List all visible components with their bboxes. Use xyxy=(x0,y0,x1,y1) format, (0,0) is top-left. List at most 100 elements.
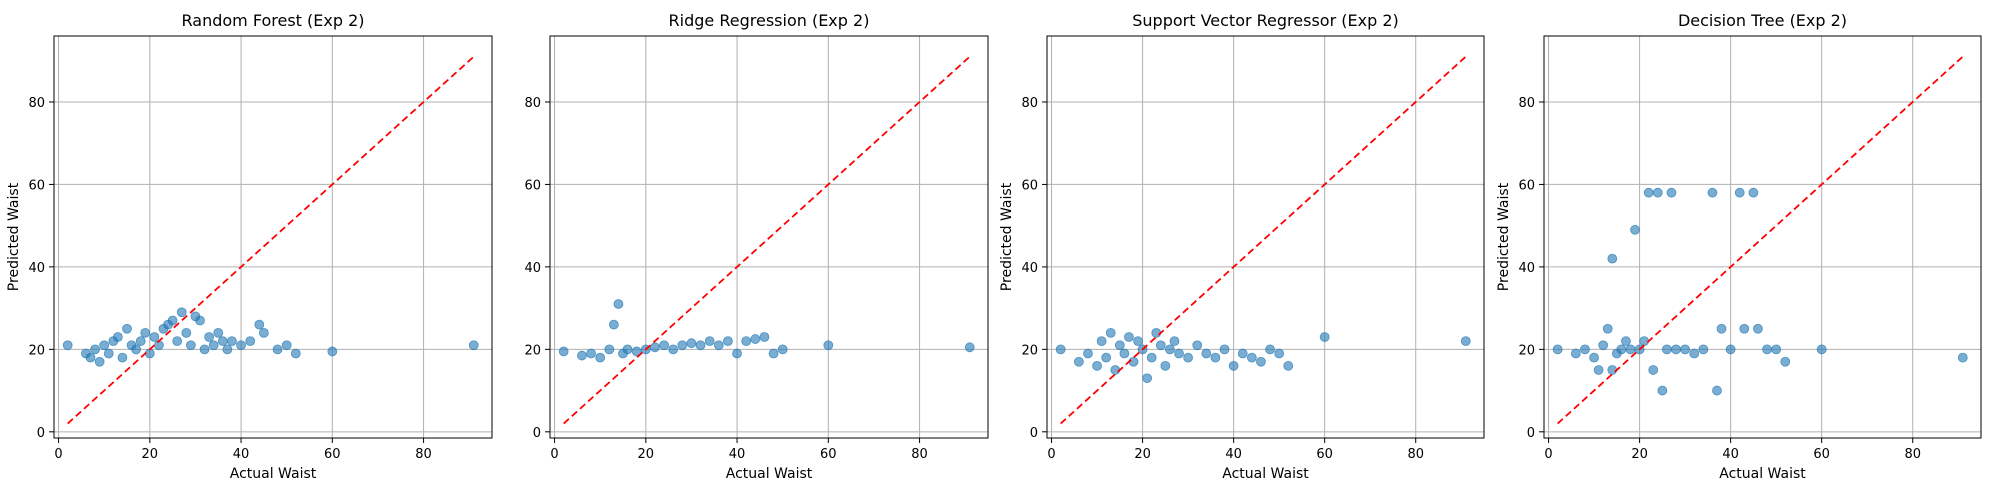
data-point xyxy=(1169,336,1180,347)
x-tick-label: 80 xyxy=(415,447,432,462)
data-point xyxy=(213,327,224,338)
x-tick-label: 40 xyxy=(1225,447,1242,462)
data-point xyxy=(90,344,100,355)
data-point xyxy=(677,340,688,351)
data-point xyxy=(1570,348,1581,359)
data-point xyxy=(1192,340,1203,351)
data-point xyxy=(1151,327,1162,338)
data-point xyxy=(1114,340,1125,351)
data-point xyxy=(290,348,301,359)
y-tick-label: 40 xyxy=(28,261,45,276)
y-tick-label: 40 xyxy=(1518,261,1535,276)
x-axis-label: Actual Waist xyxy=(1222,466,1309,482)
data-point xyxy=(468,340,479,351)
data-point xyxy=(140,327,151,338)
x-tick-label: 60 xyxy=(1316,447,1333,462)
data-point xyxy=(1319,332,1330,342)
data-point xyxy=(668,344,679,355)
data-point xyxy=(631,346,642,357)
data-point xyxy=(1146,352,1157,363)
data-point xyxy=(1621,336,1631,347)
data-point xyxy=(1580,344,1590,355)
y-tick-label: 60 xyxy=(1518,178,1535,193)
data-point xyxy=(1283,360,1294,371)
x-axis-label: Actual Waist xyxy=(1719,466,1806,482)
y-tick-label: 40 xyxy=(1021,261,1038,276)
data-point xyxy=(1073,356,1084,367)
data-point xyxy=(1780,356,1791,367)
data-point xyxy=(272,344,283,355)
data-point xyxy=(1119,348,1130,359)
y-tick-label: 60 xyxy=(524,178,541,193)
data-point xyxy=(1748,187,1759,198)
data-point xyxy=(650,342,660,353)
y-tick-label: 80 xyxy=(1021,96,1038,111)
chart-title: Support Vector Regressor (Exp 2) xyxy=(1132,11,1398,30)
data-point xyxy=(1716,323,1727,334)
y-tick-label: 0 xyxy=(1030,426,1038,441)
x-tick-label: 60 xyxy=(820,447,837,462)
data-point xyxy=(1219,344,1230,355)
data-point xyxy=(1666,187,1677,198)
y-tick-label: 40 xyxy=(524,261,541,276)
data-point xyxy=(622,344,633,355)
data-point xyxy=(176,307,187,318)
data-point xyxy=(1698,344,1709,355)
scatter-panel-4: 0 20 40 60 80 0 20 40 60 80 Decision Tree (Exp 2) A… xyxy=(1496,11,1982,482)
data-point xyxy=(1643,187,1654,198)
data-point xyxy=(1589,352,1599,363)
data-point xyxy=(167,315,178,326)
data-point xyxy=(1739,323,1750,334)
data-point xyxy=(1652,187,1663,198)
data-point xyxy=(112,332,123,342)
reference-line xyxy=(1060,55,1467,425)
data-point xyxy=(195,315,205,326)
data-point xyxy=(1689,348,1700,359)
data-point xyxy=(1055,344,1066,355)
data-point xyxy=(1607,253,1618,264)
data-point xyxy=(759,332,770,342)
x-tick-label: 0 xyxy=(550,447,558,462)
data-point xyxy=(1771,344,1782,355)
reference-line xyxy=(1557,55,1964,425)
data-point xyxy=(777,344,788,355)
y-tick-label: 0 xyxy=(1527,426,1535,441)
data-point xyxy=(258,327,269,338)
data-point xyxy=(1237,348,1248,359)
data-point xyxy=(1096,336,1107,347)
y-tick-label: 80 xyxy=(28,96,45,111)
data-point xyxy=(1160,360,1171,371)
y-tick-label: 20 xyxy=(1518,343,1535,358)
data-point xyxy=(94,356,105,367)
data-point xyxy=(1128,356,1139,367)
data-point xyxy=(613,299,624,309)
data-point xyxy=(62,340,73,351)
x-axis-label: Actual Waist xyxy=(726,466,813,482)
data-point xyxy=(741,336,752,347)
data-point xyxy=(1657,385,1668,396)
data-point xyxy=(1174,348,1184,359)
data-point xyxy=(204,332,215,342)
y-axis-label: Predicted Waist xyxy=(6,182,22,291)
data-point xyxy=(1105,327,1116,338)
y-axis-label: Predicted Waist xyxy=(999,182,1015,291)
x-tick-label: 80 xyxy=(911,447,928,462)
y-tick-label: 80 xyxy=(524,96,541,111)
chart-title: Random Forest (Exp 2) xyxy=(182,11,365,30)
data-point xyxy=(608,319,619,330)
reference-line xyxy=(563,55,971,425)
chart-title: Decision Tree (Exp 2) xyxy=(1678,11,1847,30)
data-point xyxy=(103,348,114,359)
y-tick-label: 80 xyxy=(1518,96,1535,111)
data-point xyxy=(222,344,233,355)
data-point xyxy=(181,327,192,338)
y-axis-label: Predicted Waist xyxy=(1496,182,1512,291)
data-point xyxy=(750,334,761,344)
reference-line xyxy=(67,55,475,425)
data-point xyxy=(1616,344,1627,355)
data-point xyxy=(586,348,596,359)
data-point xyxy=(1265,344,1275,355)
data-point xyxy=(1552,344,1563,355)
y-tick-label: 20 xyxy=(1021,343,1038,358)
data-point xyxy=(117,352,128,363)
